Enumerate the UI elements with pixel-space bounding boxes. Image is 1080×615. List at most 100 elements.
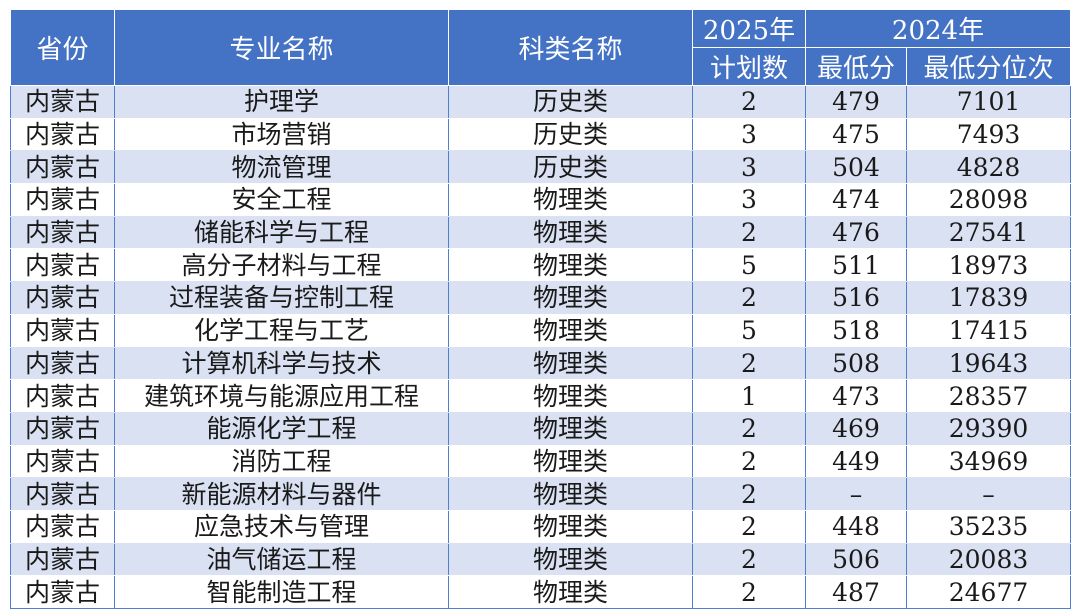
table-row: 内蒙古 过程装备与控制工程 物理类 2 516 17839: [10, 281, 1072, 315]
cell-province: 内蒙古: [10, 85, 115, 119]
cell-min-rank: 24677: [905, 575, 1072, 609]
cell-major: 油气储运工程: [114, 543, 449, 577]
table-body: 内蒙古 护理学 历史类 2 479 7101 内蒙古 市场营销 历史类 3 475 7493 内蒙古 物流…: [10, 85, 1072, 609]
header-major: 专业名称: [114, 9, 449, 86]
cell-province: 内蒙古: [10, 216, 115, 250]
cell-min-score: 476: [805, 216, 907, 250]
table-row: 内蒙古 油气储运工程 物理类 2 506 20083: [10, 543, 1072, 577]
table-row: 内蒙古 计算机科学与技术 物理类 2 508 19643: [10, 347, 1072, 381]
cell-category: 物理类: [448, 314, 693, 348]
cell-min-rank: 28357: [905, 379, 1072, 413]
cell-min-rank: 35235: [905, 510, 1072, 544]
cell-major: 智能制造工程: [114, 575, 449, 609]
cell-min-rank: 7101: [905, 85, 1072, 119]
cell-min-rank: 17415: [905, 314, 1072, 348]
cell-min-rank: 28098: [905, 183, 1072, 217]
cell-min-rank: 17839: [905, 281, 1072, 315]
header-prev-year: 2024年: [804, 9, 1072, 48]
cell-category: 物理类: [448, 347, 693, 381]
cell-plan-count: 5: [692, 248, 806, 283]
cell-min-score: 516: [805, 281, 907, 315]
cell-province: 内蒙古: [10, 183, 115, 217]
cell-min-rank: –: [905, 477, 1072, 511]
cell-plan-count: 2: [692, 412, 806, 446]
cell-province: 内蒙古: [10, 281, 115, 315]
cell-plan-count: 3: [692, 150, 806, 185]
table-row: 内蒙古 消防工程 物理类 2 449 34969: [10, 445, 1072, 479]
cell-min-score: 508: [805, 347, 907, 381]
cell-category: 物理类: [448, 445, 693, 479]
cell-province: 内蒙古: [10, 347, 115, 381]
cell-major: 安全工程: [114, 183, 449, 217]
cell-min-rank: 34969: [905, 445, 1072, 479]
cell-major: 护理学: [114, 85, 449, 119]
cell-province: 内蒙古: [10, 445, 115, 479]
header-province: 省份: [10, 9, 115, 86]
cell-plan-count: 2: [692, 216, 806, 250]
table-row: 内蒙古 市场营销 历史类 3 475 7493: [10, 118, 1072, 152]
cell-plan-count: 2: [692, 575, 806, 609]
table-header: 省份 专业名称 科类名称 2025年 2024年 计划数 最低分 最低分位次: [10, 9, 1072, 86]
cell-min-rank: 27541: [905, 216, 1072, 250]
cell-province: 内蒙古: [10, 477, 115, 511]
cell-province: 内蒙古: [10, 248, 115, 283]
cell-min-score: 469: [805, 412, 907, 446]
cell-province: 内蒙古: [10, 510, 115, 544]
cell-major: 化学工程与工艺: [114, 314, 449, 348]
cell-major: 储能科学与工程: [114, 216, 449, 250]
cell-plan-count: 2: [692, 510, 806, 544]
cell-min-score: 511: [805, 248, 907, 283]
cell-category: 物理类: [448, 216, 693, 250]
table-row: 内蒙古 护理学 历史类 2 479 7101: [10, 85, 1072, 119]
cell-major: 高分子材料与工程: [114, 248, 449, 283]
cell-min-rank: 7493: [905, 118, 1072, 152]
cell-min-score: 448: [805, 510, 907, 544]
table-row: 内蒙古 能源化学工程 物理类 2 469 29390: [10, 412, 1072, 446]
header-min-rank: 最低分位次: [905, 47, 1072, 86]
cell-min-score: –: [805, 477, 907, 511]
cell-min-rank: 4828: [905, 150, 1072, 185]
cell-province: 内蒙古: [10, 150, 115, 185]
cell-plan-count: 2: [692, 347, 806, 381]
cell-category: 物理类: [448, 477, 693, 511]
cell-province: 内蒙古: [10, 379, 115, 413]
cell-category: 历史类: [448, 85, 693, 119]
cell-min-rank: 19643: [905, 347, 1072, 381]
cell-plan-count: 1: [692, 379, 806, 413]
header-plan-year: 2025年: [692, 9, 806, 48]
cell-major: 能源化学工程: [114, 412, 449, 446]
cell-major: 计算机科学与技术: [114, 347, 449, 381]
table-row: 内蒙古 化学工程与工艺 物理类 5 518 17415: [10, 314, 1072, 348]
cell-category: 物理类: [448, 379, 693, 413]
cell-plan-count: 2: [692, 85, 806, 119]
cell-category: 物理类: [448, 248, 693, 283]
cell-category: 历史类: [448, 118, 693, 152]
cell-plan-count: 2: [692, 543, 806, 577]
admission-plan-table: 省份 专业名称 科类名称 2025年 2024年 计划数 最低分 最低分位次 内…: [10, 9, 1072, 609]
cell-plan-count: 2: [692, 477, 806, 511]
table-row: 内蒙古 应急技术与管理 物理类 2 448 35235: [10, 510, 1072, 544]
cell-min-score: 474: [805, 183, 907, 217]
cell-min-score: 518: [805, 314, 907, 348]
cell-category: 物理类: [448, 412, 693, 446]
cell-plan-count: 2: [692, 445, 806, 479]
cell-plan-count: 5: [692, 314, 806, 348]
cell-category: 物理类: [448, 543, 693, 577]
cell-province: 内蒙古: [10, 543, 115, 577]
cell-category: 历史类: [448, 150, 693, 185]
cell-province: 内蒙古: [10, 575, 115, 609]
cell-category: 物理类: [448, 281, 693, 315]
cell-min-score: 473: [805, 379, 907, 413]
cell-min-rank: 29390: [905, 412, 1072, 446]
cell-province: 内蒙古: [10, 412, 115, 446]
cell-province: 内蒙古: [10, 118, 115, 152]
cell-min-score: 487: [805, 575, 907, 609]
cell-min-score: 475: [805, 118, 907, 152]
cell-major: 过程装备与控制工程: [114, 281, 449, 315]
cell-min-score: 504: [805, 150, 907, 185]
table-row: 内蒙古 高分子材料与工程 物理类 5 511 18973: [10, 248, 1072, 283]
cell-major: 新能源材料与器件: [114, 477, 449, 511]
cell-plan-count: 2: [692, 281, 806, 315]
table-row: 内蒙古 新能源材料与器件 物理类 2– –: [10, 477, 1072, 511]
table-row: 内蒙古 安全工程 物理类 3 474 28098: [10, 183, 1072, 217]
